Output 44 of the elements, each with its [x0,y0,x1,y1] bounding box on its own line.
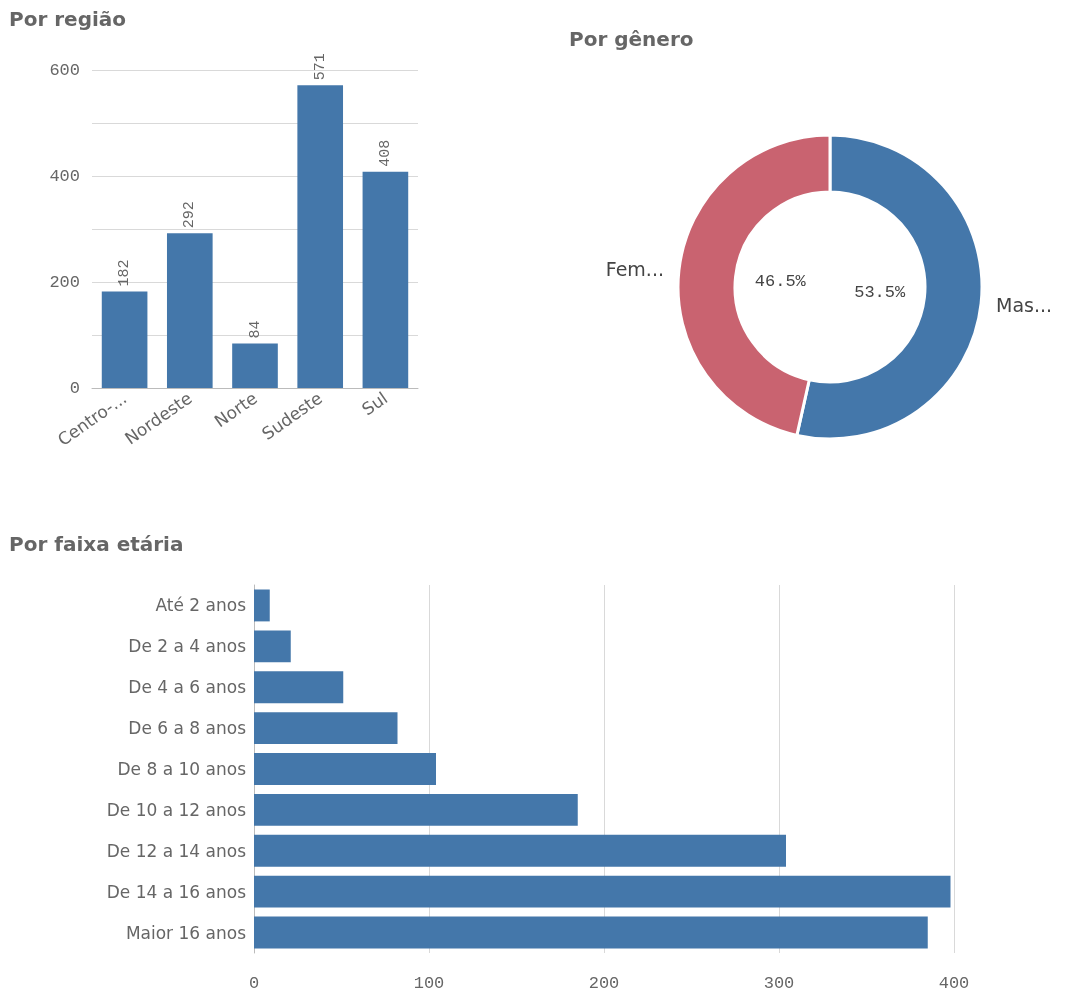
bar [254,834,786,867]
x-tick-label: 100 [413,974,445,993]
data-label: 292 [181,201,199,229]
y-tick-label: De 12 a 14 anos [106,840,247,861]
bar [254,589,270,622]
x-tick-label: 200 [588,974,620,993]
bar [254,630,291,663]
x-tick-label: 0 [248,974,260,993]
chart-title: Por faixa etária [9,532,184,556]
slice-label: Mas... [996,293,1053,316]
bar [166,233,213,388]
chart-title: Por região [9,7,127,31]
bar [232,343,278,388]
slice-label: Fem... [605,258,664,281]
data-label: 53.5% [854,282,906,302]
y-tick-label: De 14 a 16 anos [106,881,247,902]
y-tick-label: De 6 a 8 anos [128,718,247,739]
bar [297,85,344,388]
x-tick-label: 300 [763,974,795,993]
data-label: 46.5% [754,272,807,292]
chart-title: Por gênero [569,27,694,51]
x-tick-label: 400 [938,974,970,993]
data-label: 408 [376,139,394,167]
bar [254,875,951,908]
bar [362,171,409,388]
bar [101,291,148,388]
y-tick-label: 400 [49,166,80,186]
bar [254,671,344,704]
y-tick-label: De 4 a 6 anos [128,677,247,698]
bar [254,753,436,785]
data-label: 84 [246,320,264,339]
bar [254,793,578,826]
y-tick-label: 200 [49,272,80,292]
y-tick-label: Maior 16 anos [125,922,247,943]
bar [254,916,928,949]
bar [254,712,398,745]
y-tick-label: De 8 a 10 anos [117,759,247,779]
data-label: 571 [311,53,329,81]
y-tick-label: 600 [49,60,80,80]
y-tick-label: De 10 a 12 anos [106,799,247,820]
data-label: 182 [116,259,134,287]
x-tick-label: Sul [358,387,392,420]
y-tick-label: Até 2 anos [155,595,247,616]
y-tick-label: De 2 a 4 anos [128,636,247,657]
